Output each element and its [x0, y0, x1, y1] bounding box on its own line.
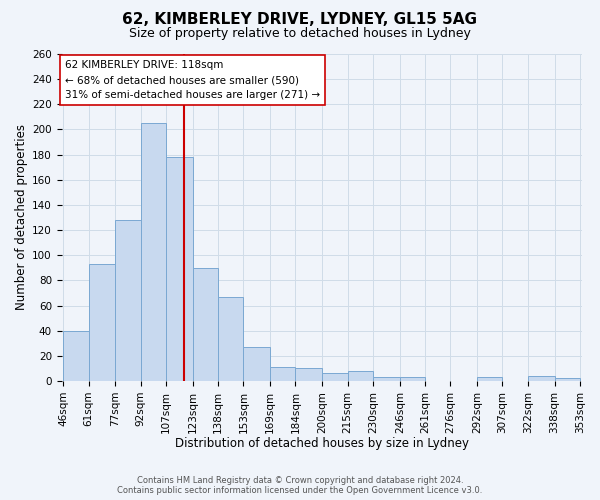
Bar: [166, 157, 193, 381]
Bar: [527, 376, 554, 381]
Text: Size of property relative to detached houses in Lydney: Size of property relative to detached ho…: [129, 28, 471, 40]
Bar: [373, 377, 400, 381]
Text: 62 KIMBERLEY DRIVE: 118sqm
← 68% of detached houses are smaller (590)
31% of sem: 62 KIMBERLEY DRIVE: 118sqm ← 68% of deta…: [65, 60, 320, 100]
Y-axis label: Number of detached properties: Number of detached properties: [15, 124, 28, 310]
Bar: [244, 347, 270, 381]
Text: 62, KIMBERLEY DRIVE, LYDNEY, GL15 5AG: 62, KIMBERLEY DRIVE, LYDNEY, GL15 5AG: [122, 12, 478, 28]
Text: Contains HM Land Registry data © Crown copyright and database right 2024.
Contai: Contains HM Land Registry data © Crown c…: [118, 476, 482, 495]
Bar: [477, 377, 502, 381]
Bar: [193, 268, 218, 381]
X-axis label: Distribution of detached houses by size in Lydney: Distribution of detached houses by size …: [175, 437, 469, 450]
Bar: [89, 264, 115, 381]
Bar: [270, 367, 295, 381]
Bar: [218, 296, 244, 381]
Bar: [141, 123, 166, 381]
Bar: [64, 330, 89, 381]
Bar: [400, 377, 425, 381]
Bar: [115, 220, 141, 381]
Bar: [554, 378, 580, 381]
Bar: [322, 374, 347, 381]
Bar: [347, 371, 373, 381]
Bar: [295, 368, 322, 381]
